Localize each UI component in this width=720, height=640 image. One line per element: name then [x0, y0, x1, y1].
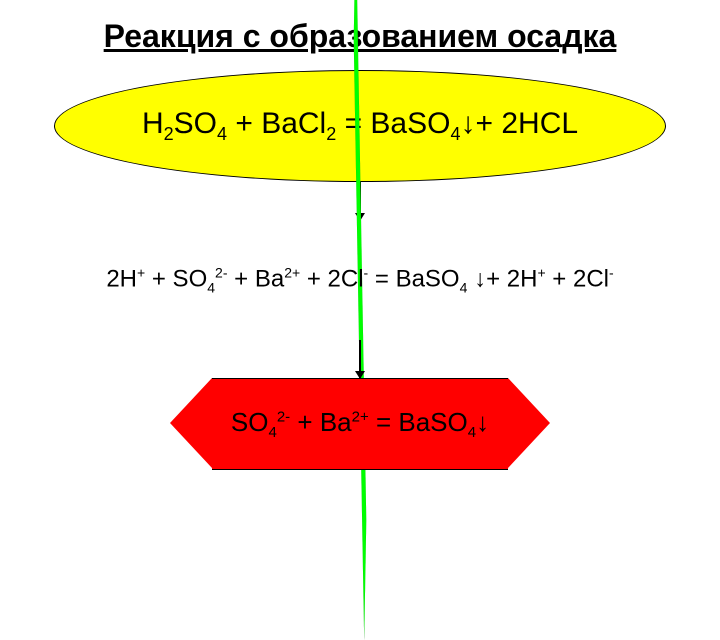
eq3-p4: ↓ — [476, 407, 489, 437]
hex-cap-left — [170, 378, 212, 468]
eq1-s4: 4 — [450, 124, 460, 144]
eq2-sub1: 4 — [207, 279, 215, 295]
page-title: Реакция с образованием осадка — [0, 18, 720, 55]
eq1-s3: 2 — [326, 124, 336, 144]
equation-2: 2H+ + SO42- + Ba2+ + 2Cl- = BaSO4 ↓+ 2H+… — [0, 265, 720, 296]
eq2-sup6: - — [609, 265, 614, 281]
eq1-p1: H — [142, 107, 164, 140]
eq2-p2: + SO — [145, 266, 207, 293]
eq2-p1: 2H — [106, 266, 137, 293]
arrow-2 — [359, 340, 361, 378]
eq3-p2: + Ba — [290, 407, 351, 437]
hex-cap-right — [508, 378, 550, 468]
node-diamond: 2H+ + SO42- + Ba2+ + 2Cl- = BaSO4 ↓+ 2H+… — [0, 220, 720, 340]
eq3-sup1: 2- — [277, 408, 290, 425]
eq1-p5: ↓+ 2HCL — [460, 107, 578, 140]
eq1-p4: = BaSO — [336, 107, 450, 140]
flow-container: H2SO4 + BaCl2 = BaSO4↓+ 2HCL 2H+ + SO42-… — [0, 70, 720, 468]
eq2-p5: = BaSO — [368, 266, 459, 293]
eq3-sub2: 4 — [468, 424, 476, 441]
eq2-p3: + Ba — [227, 266, 284, 293]
eq1-p3: + BaCl — [227, 107, 326, 140]
eq2-sup5: + — [537, 265, 545, 281]
eq1-s2: 4 — [217, 124, 227, 144]
eq1-s1: 2 — [164, 124, 174, 144]
eq2-sup1: + — [137, 265, 145, 281]
eq2-p7: + 2Cl — [546, 266, 609, 293]
node-hexagon: SO42- + Ba2+ = BaSO4↓ — [170, 378, 550, 468]
equation-1: H2SO4 + BaCl2 = BaSO4↓+ 2HCL — [142, 107, 578, 145]
eq3-p3: = BaSO — [369, 407, 468, 437]
eq2-sup2: 2- — [215, 265, 227, 281]
hex-body: SO42- + Ba2+ = BaSO4↓ — [212, 378, 508, 470]
equation-3: SO42- + Ba2+ = BaSO4↓ — [231, 407, 489, 441]
eq2-sup3: 2+ — [284, 265, 300, 281]
eq2-p4: + 2Cl — [300, 266, 363, 293]
eq3-sub1: 4 — [269, 424, 277, 441]
eq3-sup2: 2+ — [352, 408, 369, 425]
eq3-p1: SO — [231, 407, 269, 437]
eq1-p2: SO — [174, 107, 217, 140]
eq2-p6: ↓+ 2H — [467, 266, 537, 293]
